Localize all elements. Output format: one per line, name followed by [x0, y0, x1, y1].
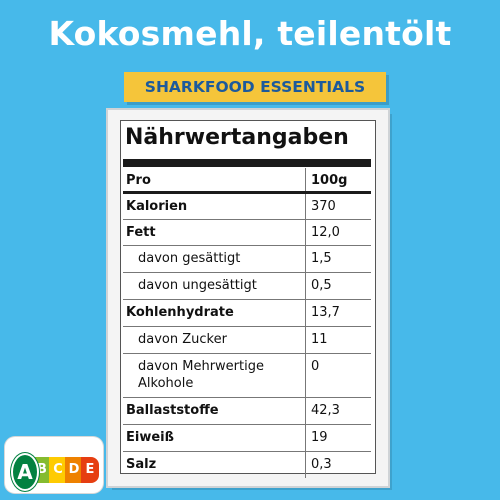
table-row: Eiweiß 19 — [123, 425, 371, 452]
row-label: Eiweiß — [126, 430, 174, 445]
row-label: Ballaststoffe — [126, 403, 219, 418]
row-label: davon ungesättigt — [138, 278, 257, 293]
nutri-score-c: C — [49, 457, 67, 483]
row-label: Kalorien — [126, 199, 188, 214]
table-row: davon gesättigt 1,5 — [123, 246, 371, 273]
header-value: 100g — [311, 173, 348, 188]
row-label: davon Mehrwertige Alkohole — [138, 359, 264, 391]
row-value: 0 — [311, 359, 320, 374]
nutrition-card: Nährwertangaben Pro 100g Kalorien 370 Fe… — [108, 110, 388, 486]
nutri-score-a-selected: A — [11, 453, 39, 491]
row-value: 13,7 — [311, 305, 340, 320]
column-divider — [305, 354, 306, 397]
row-value: 0,3 — [311, 457, 332, 472]
row-label: davon gesättigt — [138, 251, 241, 266]
column-divider — [305, 452, 306, 478]
nutri-score-badge: B C D E A — [5, 437, 103, 493]
table-row: davon ungesättigt 0,5 — [123, 273, 371, 300]
column-divider — [305, 220, 306, 245]
nutrition-panel: Nährwertangaben Pro 100g Kalorien 370 Fe… — [120, 120, 376, 478]
row-value: 1,5 — [311, 251, 332, 266]
table-row: davon Zucker 11 — [123, 327, 371, 354]
row-label: Fett — [126, 225, 156, 240]
product-title: Kokosmehl, teilentölt — [48, 14, 452, 53]
table-row: Salz 0,3 — [123, 452, 371, 478]
nutri-score-d: D — [65, 457, 83, 483]
column-divider — [305, 300, 306, 326]
brand-label: SHARKFOOD ESSENTIALS — [124, 72, 386, 102]
row-label: Salz — [126, 457, 157, 472]
row-value: 11 — [311, 332, 328, 347]
row-label: Kohlenhydrate — [126, 305, 234, 320]
table-header-row: Pro 100g — [123, 168, 371, 194]
column-divider — [305, 168, 306, 191]
row-value: 0,5 — [311, 278, 332, 293]
column-divider — [305, 194, 306, 219]
table-row: Fett 12,0 — [123, 220, 371, 246]
table-row: Kalorien 370 — [123, 194, 371, 220]
row-value: 19 — [311, 430, 328, 445]
table-row: davon Mehrwertige Alkohole 0 — [123, 354, 371, 398]
column-divider — [305, 273, 306, 299]
nutrition-heading: Nährwertangaben — [125, 125, 349, 150]
column-divider — [305, 246, 306, 272]
heading-divider — [123, 159, 371, 167]
nutri-score-e: E — [81, 457, 99, 483]
row-label: davon Zucker — [138, 332, 227, 347]
table-row: Ballaststoffe 42,3 — [123, 398, 371, 425]
row-value: 42,3 — [311, 403, 340, 418]
header-label: Pro — [126, 173, 151, 188]
table-row: Kohlenhydrate 13,7 — [123, 300, 371, 327]
column-divider — [305, 327, 306, 353]
column-divider — [305, 398, 306, 424]
row-value: 370 — [311, 199, 336, 214]
row-value: 12,0 — [311, 225, 340, 240]
nutrition-table: Pro 100g Kalorien 370 Fett 12,0 davon ge… — [123, 168, 371, 478]
column-divider — [305, 425, 306, 451]
